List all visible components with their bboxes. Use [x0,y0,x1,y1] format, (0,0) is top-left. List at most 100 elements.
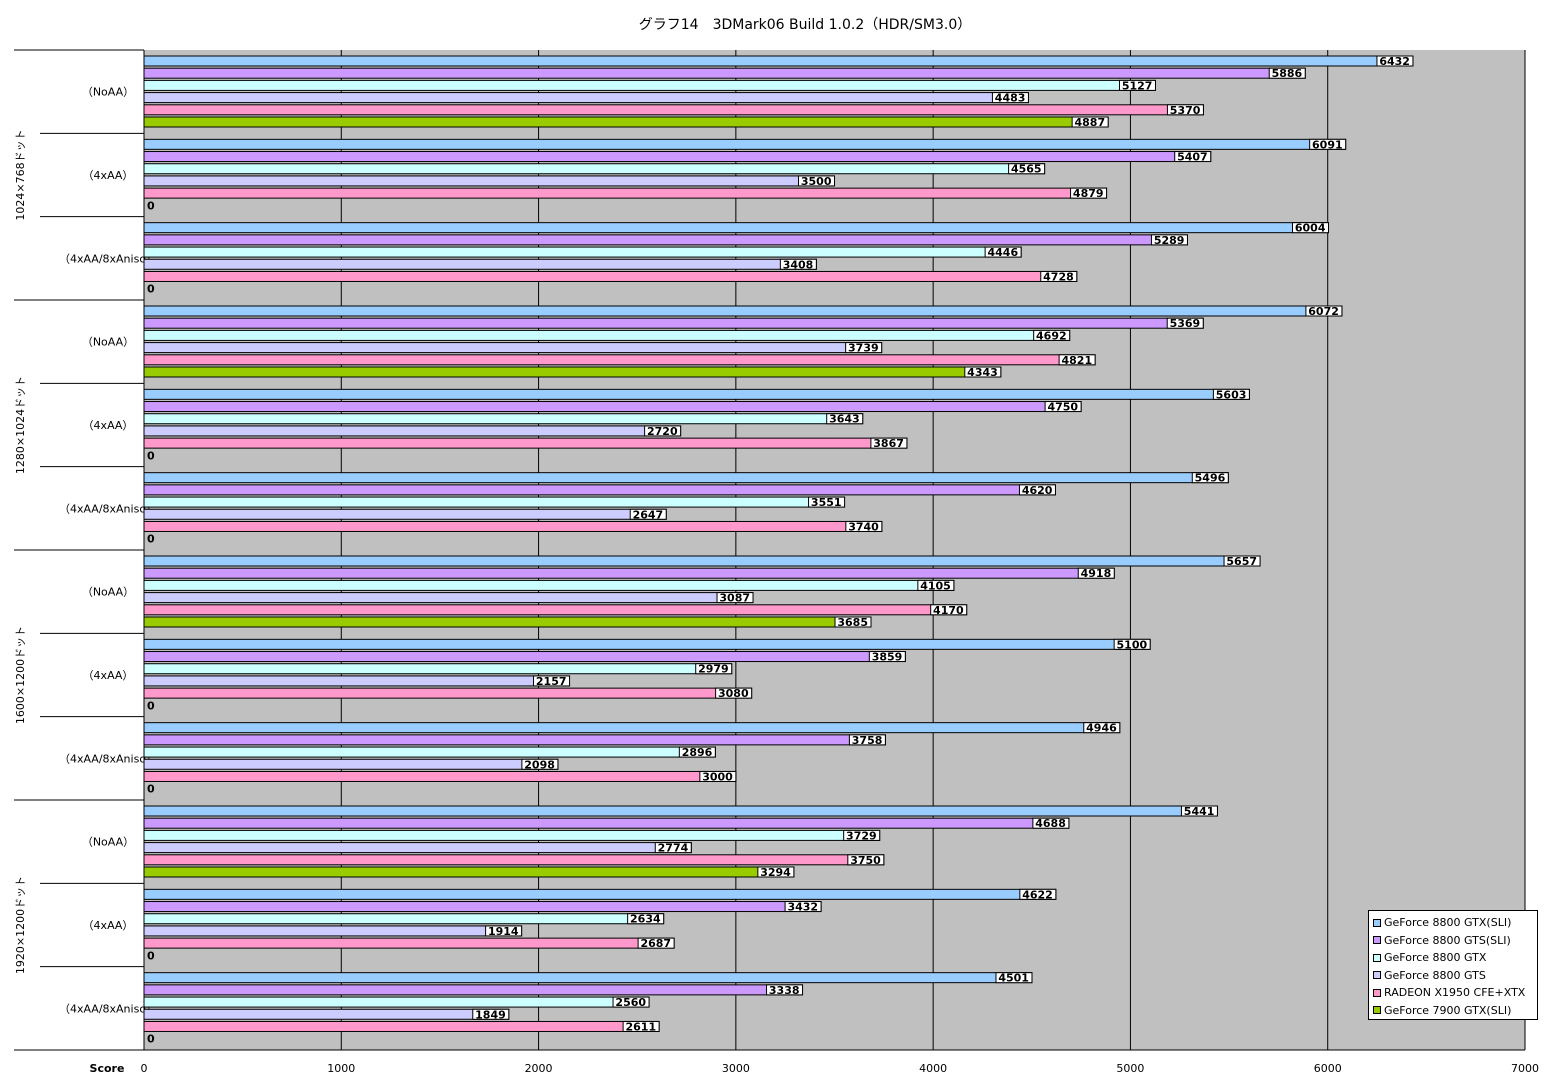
plot-background [144,50,1525,1050]
bar [143,79,1156,91]
data-label: 5127 [1122,79,1153,92]
bar [143,163,1046,175]
data-label: 4483 [995,92,1026,105]
data-label: 2647 [633,508,664,521]
data-label: 5100 [1117,638,1148,651]
x-tick-label: 0 [141,1062,148,1075]
legend-item: GeForce 8800 GTS [1373,967,1537,985]
data-label: 2687 [640,937,671,950]
data-label-box [1008,163,1046,175]
bar [143,413,864,425]
bar [143,638,1151,650]
bar [143,758,559,770]
data-label-box [1058,354,1096,366]
data-label-box [845,520,883,532]
bar [143,222,1330,234]
data-label-box [930,604,968,616]
legend-label: GeForce 8800 GTX(SLI) [1384,916,1512,930]
data-label-box [1032,817,1070,829]
data-label-box [629,508,667,520]
data-label-box [1044,401,1082,413]
bar [143,567,1115,579]
data-label-box [472,1008,510,1020]
data-label: 4622 [1022,888,1053,901]
data-label-box [757,866,795,878]
legend-label: GeForce 8800 GTS(SLI) [1384,933,1511,947]
bar [143,579,955,591]
data-label: 4750 [1047,401,1078,414]
setting-label: （4xAA） [83,169,134,182]
data-label: 0 [147,1033,155,1046]
data-label-box [1174,151,1212,163]
bar [143,675,571,687]
data-label-box [715,687,753,699]
data-label-box [1077,567,1115,579]
data-label-box [521,758,559,770]
data-label: 5603 [1216,388,1247,401]
setting-label: （NoAA） [82,586,134,599]
bar [143,1020,660,1032]
data-label-box [995,972,1033,984]
bar [143,616,872,628]
data-label: 6004 [1295,222,1326,235]
data-label: 5657 [1226,555,1257,568]
bar [143,817,1070,829]
data-label: 4946 [1086,722,1117,735]
data-label: 3758 [852,734,883,747]
data-label: 4821 [1061,354,1092,367]
bar [143,234,1188,246]
bar [143,116,1109,128]
x-tick-label: 1000 [327,1062,355,1075]
resolution-label: 1600×1200ドット [14,626,27,724]
bar [143,770,737,782]
data-label-box [1118,79,1156,91]
plot-area: 0 1000 2000 3000 4000 5000 6000 7000 1024×768ドット… [14,49,1539,1075]
data-label: 3739 [848,342,879,355]
bar [143,746,716,758]
data-label: 0 [147,699,155,712]
data-label: 3685 [837,616,868,629]
legend-label: GeForce 8800 GTX [1384,951,1487,965]
data-label: 4105 [920,579,951,592]
bar [143,888,1057,900]
legend-swatch [1373,1006,1381,1015]
legend-label: RADEON X1950 CFE+XTX [1384,986,1526,1000]
data-label-box [843,829,881,841]
data-label-box [984,246,1022,258]
legend-label: GeForce 8800 GTS [1384,968,1486,982]
data-label-box [1166,317,1204,329]
data-label: 1849 [475,1008,506,1021]
data-label: 3408 [783,258,814,271]
bar [143,354,1096,366]
data-label-box [485,925,523,937]
data-label: 2098 [524,758,555,771]
setting-label: （NoAA） [82,336,134,349]
data-label-box [699,770,737,782]
data-label: 4343 [967,366,998,379]
setting-label: （4xAA/8xAniso） [59,502,157,515]
bar [143,663,733,675]
legend-swatch [1373,918,1381,927]
data-label-box [533,675,571,687]
data-label-box [1113,638,1151,650]
data-label-box [784,901,822,913]
data-label-box [612,996,650,1008]
data-label: 0 [147,533,155,546]
data-label-box [637,937,675,949]
bar [143,92,1029,104]
bar [143,722,1121,734]
data-label: 0 [147,199,155,212]
data-label: 0 [147,949,155,962]
x-tick-label: 3000 [722,1062,750,1075]
bar [143,805,1218,817]
data-label-box [1180,805,1218,817]
bar [143,996,650,1008]
bar [143,425,682,437]
data-label-box [845,342,883,354]
data-label-box [1268,67,1306,79]
data-label-box [798,175,835,187]
data-label: 3432 [787,901,818,914]
data-label-box [1305,305,1343,317]
